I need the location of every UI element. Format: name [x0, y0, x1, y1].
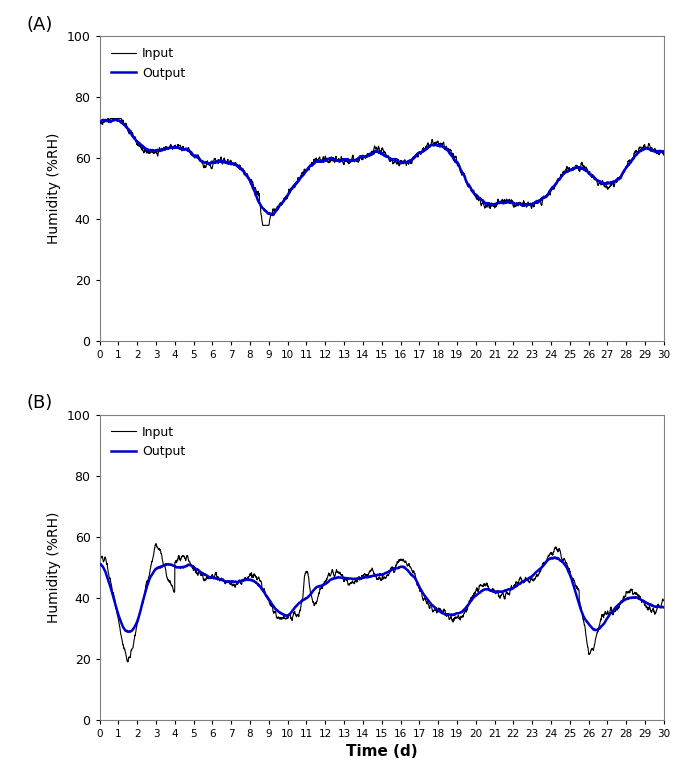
Input	[104, 114, 112, 123]
Input	[124, 657, 132, 667]
Legend: Input, Output: Input, Output	[106, 421, 190, 463]
Output	[312, 583, 320, 592]
Output	[588, 623, 596, 632]
Legend: Input, Output: Input, Output	[106, 43, 190, 85]
Output	[95, 119, 104, 128]
Input	[95, 124, 104, 133]
Output	[95, 559, 104, 569]
Input	[312, 598, 320, 608]
Input	[649, 604, 657, 613]
Line: Input: Input	[100, 543, 664, 662]
Output	[268, 210, 276, 220]
Output	[160, 560, 168, 570]
Input	[160, 561, 168, 570]
Input	[194, 570, 202, 580]
Output	[337, 573, 345, 582]
Output	[649, 146, 657, 155]
Output	[125, 627, 133, 636]
Input	[588, 644, 596, 653]
Input	[337, 570, 345, 580]
Input	[660, 149, 668, 158]
Output	[660, 147, 668, 157]
Line: Output: Output	[100, 557, 664, 632]
Output	[588, 171, 596, 180]
Input	[312, 154, 320, 163]
Y-axis label: Humidity (%RH): Humidity (%RH)	[47, 133, 61, 244]
Output	[649, 601, 657, 611]
Y-axis label: Humidity (%RH): Humidity (%RH)	[47, 511, 61, 623]
Output	[551, 553, 559, 562]
Input	[649, 146, 657, 155]
Text: (A): (A)	[26, 16, 53, 34]
Output	[337, 156, 345, 165]
Text: (B): (B)	[26, 394, 52, 412]
Output	[160, 144, 168, 154]
Input	[152, 539, 160, 548]
Input	[258, 220, 267, 230]
Output	[194, 153, 202, 162]
X-axis label: Time (d): Time (d)	[346, 744, 418, 760]
Input	[337, 155, 345, 165]
Input	[160, 144, 168, 153]
Output	[194, 565, 202, 574]
Input	[95, 553, 104, 563]
Line: Output: Output	[100, 120, 664, 215]
Input	[588, 172, 596, 182]
Input	[194, 152, 202, 161]
Output	[660, 603, 668, 612]
Output	[312, 157, 320, 166]
Output	[110, 115, 118, 124]
Line: Input: Input	[100, 119, 664, 225]
Input	[660, 596, 668, 605]
